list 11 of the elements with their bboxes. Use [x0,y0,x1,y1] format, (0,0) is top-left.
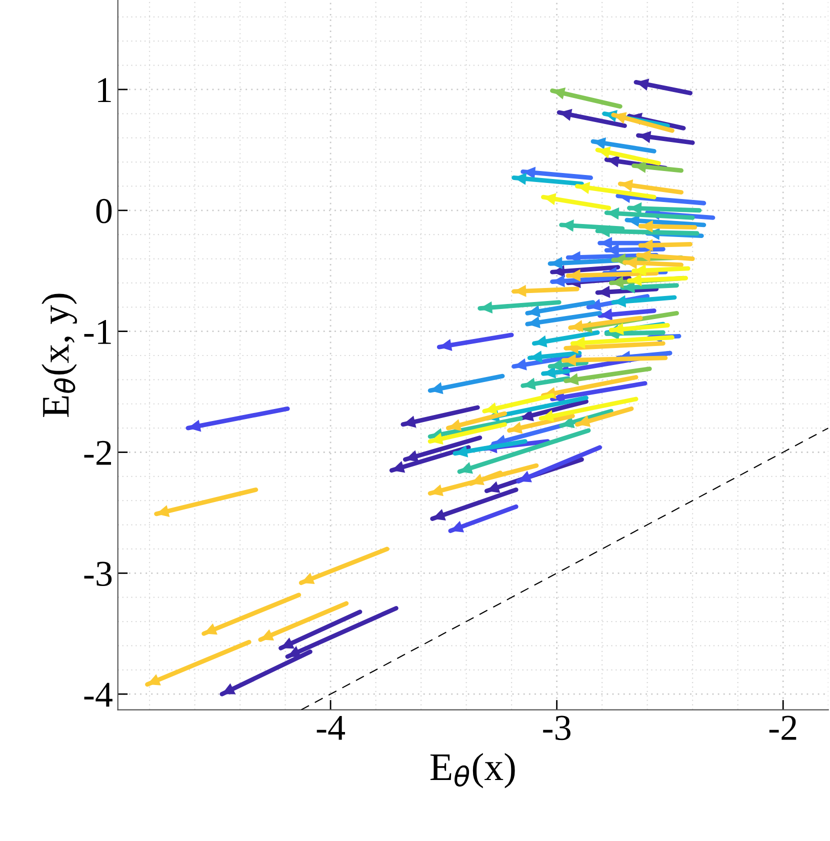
y-tick-label: -2 [84,440,112,465]
y-tick-label: -1 [84,320,111,344]
y-tick-label: -3 [84,562,112,586]
x-tick-label: -4 [316,716,346,740]
x-tick-label: -2 [769,716,796,740]
y-tick-label: 1 [98,78,111,102]
x-axis-title: E$_{θ}$(x) [430,752,515,788]
x-tick-label: -3 [543,716,570,740]
y-tick-label: -4 [84,682,112,707]
y-axis-title: E$_{θ}$(x, y) [42,294,77,417]
y-tick-label: 0 [96,198,112,224]
